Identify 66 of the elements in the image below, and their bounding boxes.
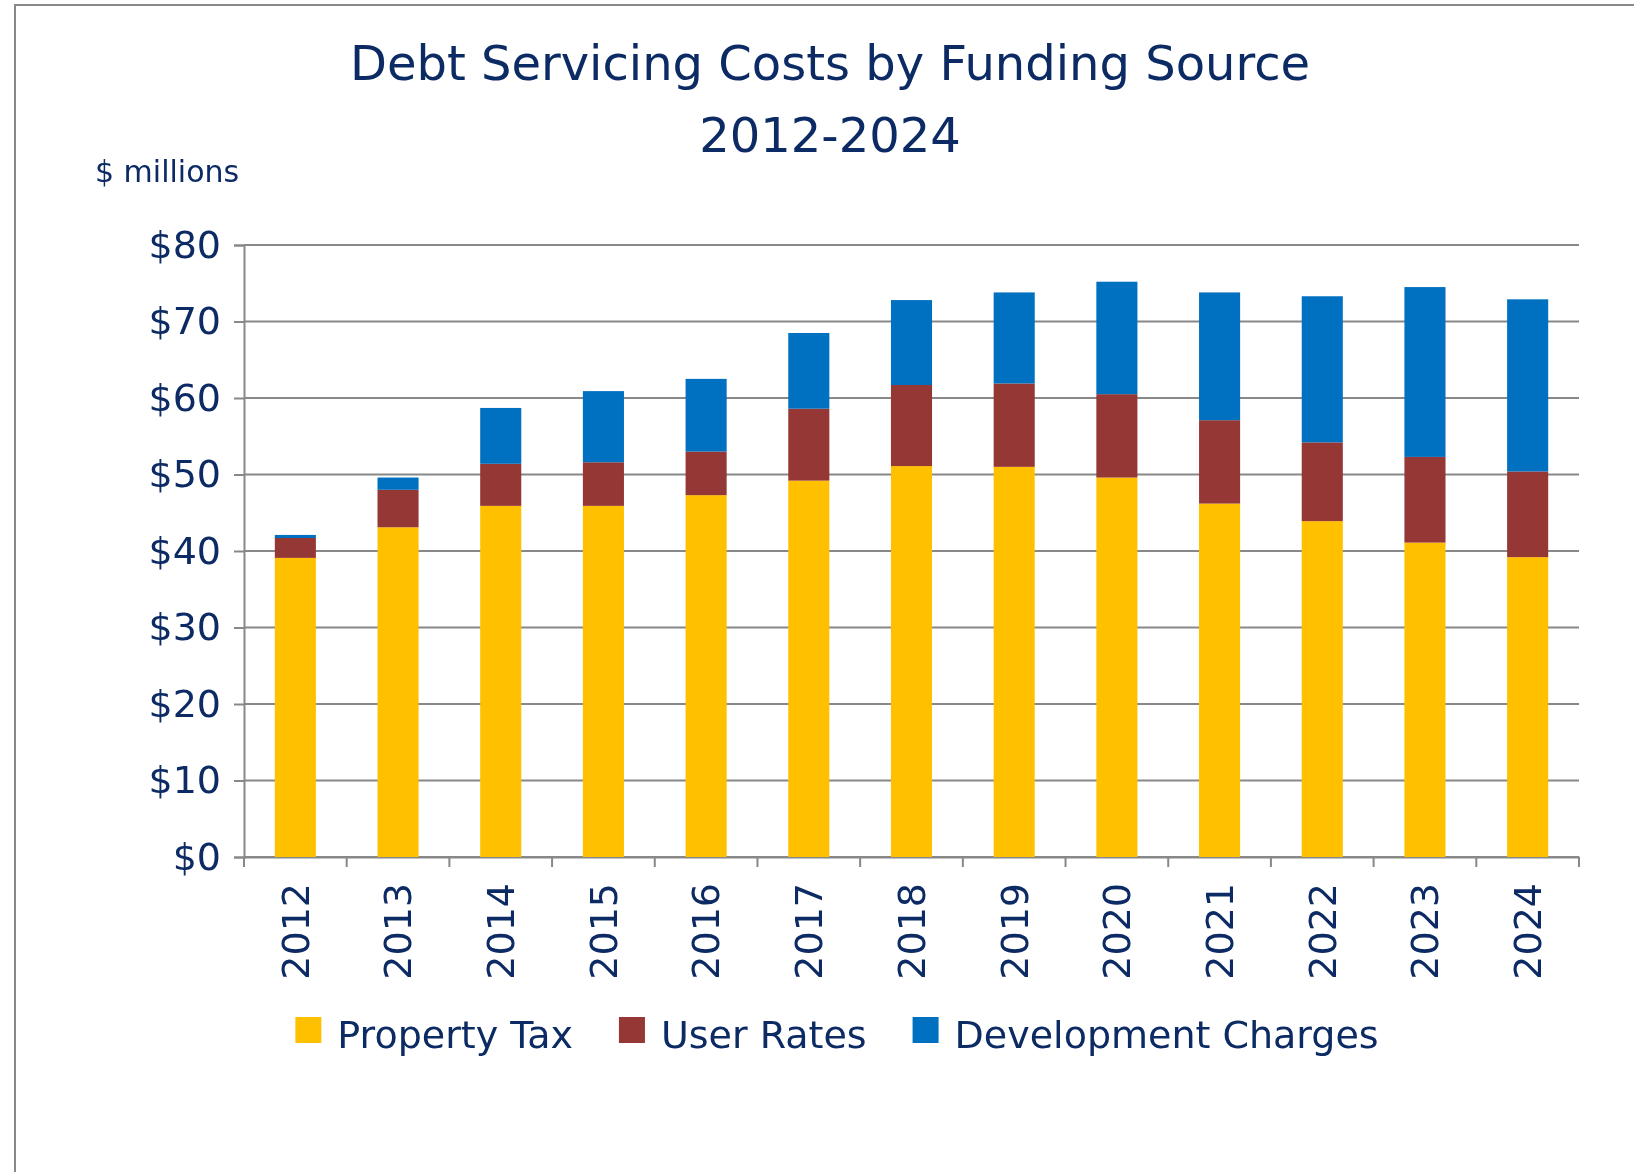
x-tick-label: 2016	[684, 883, 729, 980]
x-tick-label: 2018	[889, 883, 934, 980]
bar	[1507, 471, 1549, 558]
legend-label: User Rates	[660, 1013, 867, 1058]
bar	[993, 292, 1035, 384]
bar	[1096, 394, 1138, 478]
bar	[582, 391, 624, 463]
bar	[1301, 521, 1343, 857]
y-tick-label: $80	[148, 222, 221, 267]
x-tick-label: 2021	[1197, 883, 1242, 980]
x-tick-label: 2014	[479, 883, 524, 980]
bar	[685, 495, 727, 857]
x-tick-label: 2019	[992, 883, 1037, 980]
bar	[993, 466, 1035, 857]
bar	[274, 534, 316, 538]
bar	[788, 408, 830, 481]
chart-title: Debt Servicing Costs by Funding Source 2012-2024	[349, 35, 1311, 163]
x-tick-label: 2024	[1505, 883, 1550, 980]
x-tick-label: 2013	[376, 883, 421, 980]
bar	[993, 383, 1035, 467]
bar	[480, 463, 522, 506]
bar	[1507, 299, 1549, 472]
legend-label: Property Tax	[337, 1013, 573, 1058]
bar	[582, 505, 624, 857]
legend-label: Development Charges	[954, 1013, 1379, 1058]
bar	[1199, 503, 1241, 857]
bar	[890, 300, 933, 385]
y-tick-label: $20	[148, 681, 221, 726]
x-tick-label: 2017	[787, 883, 832, 980]
bar	[685, 378, 727, 452]
bar	[1096, 477, 1138, 857]
bar	[480, 505, 522, 857]
bar	[890, 385, 933, 467]
x-tick-label: 2023	[1403, 883, 1448, 980]
y-tick-label: $40	[148, 528, 221, 573]
bar	[1404, 456, 1446, 543]
x-tick-label: 2015	[581, 883, 626, 980]
bar	[685, 451, 727, 496]
y-tick-label: $50	[148, 452, 221, 497]
bar	[1199, 292, 1241, 421]
x-tick-label: 2012	[273, 883, 318, 980]
bar	[1404, 542, 1446, 857]
bar	[480, 407, 522, 464]
y-tick-label: $10	[148, 758, 221, 803]
bar	[582, 462, 624, 506]
bar	[788, 332, 830, 409]
x-tick-label: 2020	[1095, 883, 1140, 980]
bar	[274, 538, 316, 558]
bar	[1507, 557, 1549, 857]
bar	[890, 466, 933, 857]
bar	[1301, 442, 1343, 522]
y-tick-label: $60	[148, 375, 221, 420]
bar	[1301, 296, 1343, 443]
bar	[377, 477, 419, 490]
bar	[274, 557, 316, 857]
y-tick-label: $70	[148, 299, 221, 344]
y-tick-label: $0	[172, 834, 221, 879]
x-tick-label: 2022	[1300, 883, 1345, 980]
bar	[1404, 287, 1446, 457]
bar	[377, 489, 419, 528]
bar	[788, 480, 830, 857]
bar	[377, 527, 419, 857]
y-tick-label: $30	[148, 605, 221, 650]
bar	[1199, 420, 1241, 504]
bar	[1096, 281, 1138, 395]
y-axis-title: $ millions	[95, 154, 240, 189]
